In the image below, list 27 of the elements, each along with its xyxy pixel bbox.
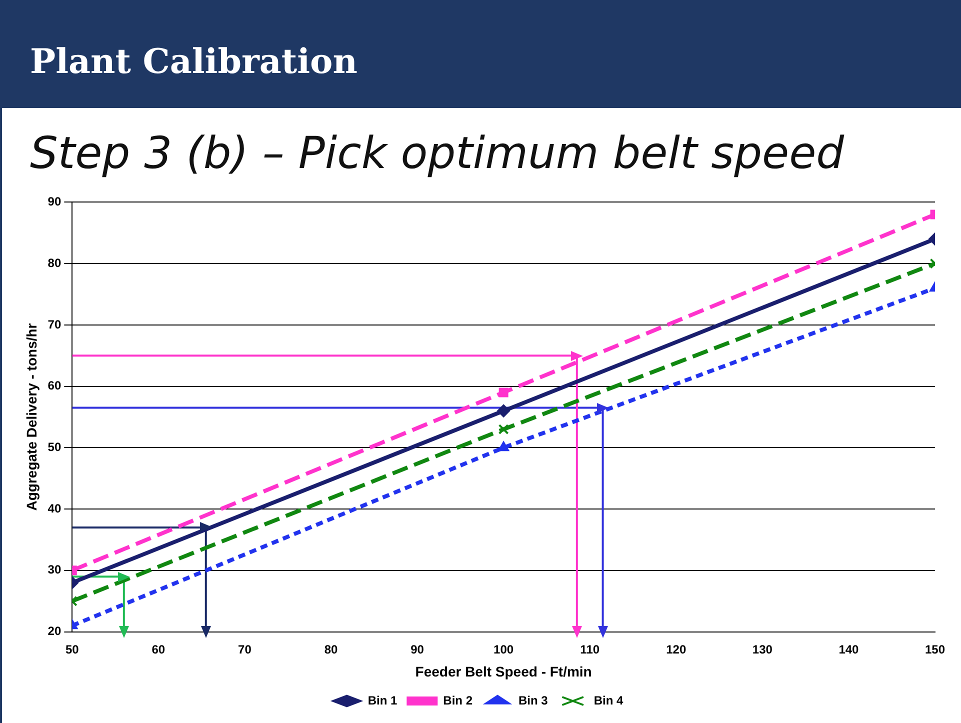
y-tick-label: 20 <box>48 624 62 638</box>
chart-title: Plant Calibration <box>30 42 358 82</box>
y-tick-label: 50 <box>48 440 62 454</box>
y-axis-title: Aggregate Delivery - tons/hr <box>23 322 40 511</box>
x-tick-label: 120 <box>666 642 686 656</box>
legend-label: Bin 3 <box>518 693 548 708</box>
legend-label: Bin 4 <box>594 693 624 708</box>
y-tick-label: 90 <box>48 194 62 209</box>
x-tick-label: 140 <box>838 642 860 656</box>
y-tick-label: 70 <box>48 317 62 332</box>
x-tick-label: 150 <box>924 642 946 656</box>
legend-label: Bin 1 <box>368 693 398 708</box>
x-axis-title: Feeder Belt Speed - Ft/min <box>415 663 592 680</box>
x-tick-label: 100 <box>494 642 514 656</box>
y-tick-label: 60 <box>48 378 62 393</box>
x-tick-label: 90 <box>410 642 424 656</box>
y-tick-label: 40 <box>48 501 62 516</box>
legend-label: Bin 2 <box>443 693 473 708</box>
y-tick-label: 30 <box>48 562 62 577</box>
x-tick-label: 60 <box>152 642 166 656</box>
x-tick-label: 70 <box>238 642 252 656</box>
x-tick-label: 80 <box>324 642 338 656</box>
x-tick-label: 110 <box>580 642 600 656</box>
x-tick-label: 130 <box>752 642 773 656</box>
x-tick-label: 50 <box>65 642 80 656</box>
chart-subtitle: Step 3 (b) – Pick optimum belt speed <box>30 128 844 179</box>
y-tick-label: 80 <box>48 256 62 270</box>
